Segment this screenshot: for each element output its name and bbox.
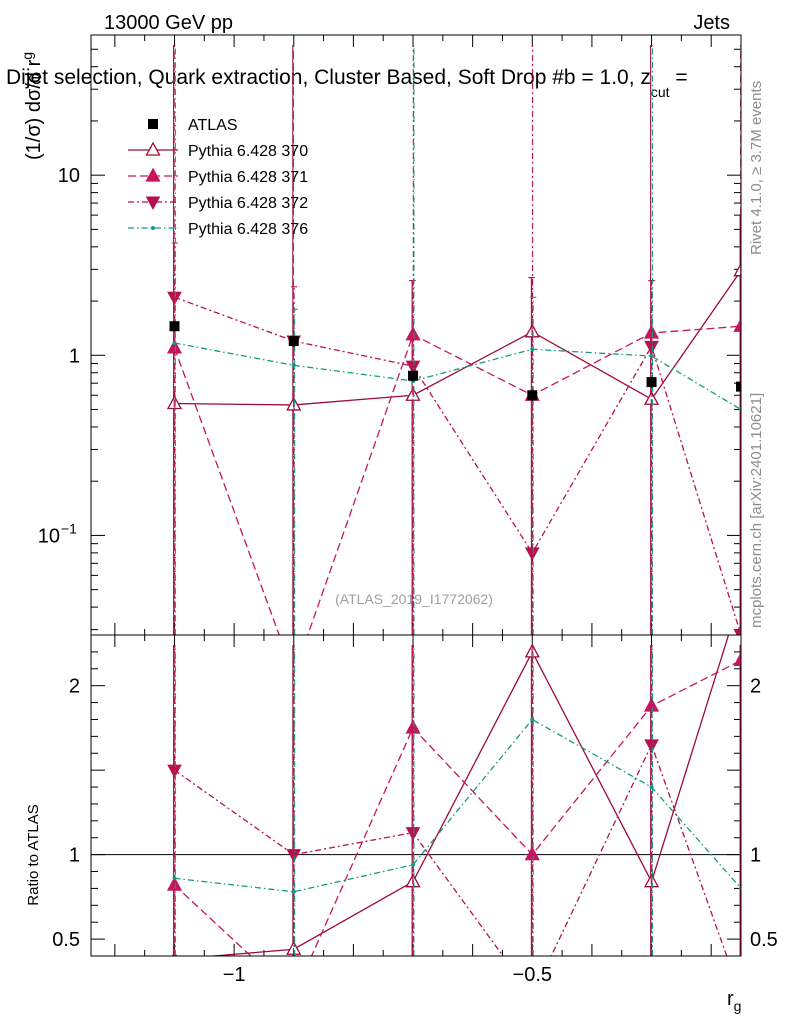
- data-point: [649, 354, 654, 359]
- plot-title-main: Dijet selection, Quark extraction, Clust…: [6, 66, 651, 89]
- y-tick-exponent: −1: [61, 520, 77, 536]
- plot-title: Dijet selection, Quark extraction, Clust…: [6, 66, 688, 100]
- legend-label: Pythia 6.428 370: [188, 143, 308, 160]
- legend-marker: [148, 119, 158, 129]
- category-label: Jets: [693, 12, 730, 34]
- y-tick-label: 1: [69, 345, 80, 367]
- energy-label: 13000 GeV pp: [104, 12, 233, 34]
- ratio-point: [172, 876, 177, 881]
- ratio-point: [733, 651, 741, 666]
- series-line: [174, 296, 741, 635]
- ratio-series-line: [174, 743, 728, 956]
- series-line: [174, 342, 741, 411]
- ratio-point: [286, 849, 302, 863]
- data-point: [167, 291, 182, 306]
- data-point: [733, 317, 741, 332]
- data-point: [291, 363, 296, 368]
- ratio-tick-label-right: 2: [750, 676, 761, 698]
- ratio-point: [530, 717, 535, 722]
- ratio-point: [291, 889, 296, 894]
- legend-marker: [145, 196, 161, 211]
- ratio-tick-label: 1: [69, 845, 80, 867]
- ratio-series-line: [174, 718, 741, 893]
- ratio-point: [411, 862, 416, 867]
- data-point: [524, 547, 540, 561]
- legend-label: Pythia 6.428 371: [188, 169, 308, 186]
- x-tick-label: −1: [223, 964, 246, 986]
- ratio-tick-label-right: 0.5: [750, 929, 778, 951]
- reference-point: [408, 370, 419, 381]
- data-point: [733, 262, 741, 277]
- legend: ATLAS Pythia 6.428 370 Pythia 6.428 371 Pyt…: [128, 117, 308, 238]
- ratio-point: [644, 739, 659, 753]
- legend-label: Pythia 6.428 372: [188, 195, 308, 212]
- mcplots-note: mcplots.cern.ch [arXiv:2401.10621]: [748, 393, 765, 628]
- ratio-axis-label: Ratio to ATLAS: [25, 804, 42, 905]
- series-line: [173, 325, 741, 635]
- ratio-frame: [90, 634, 742, 957]
- ratio-plot-area: [166, 635, 741, 956]
- y-tick-label: 10: [58, 165, 80, 187]
- ratio-series-line: [206, 635, 730, 956]
- x-axis-label: rg: [727, 988, 741, 1014]
- series-line: [174, 270, 741, 406]
- x-axis-label-main: r: [727, 988, 734, 1010]
- ratio-tick-label-right: 1: [750, 845, 761, 867]
- ratio-point: [643, 697, 660, 712]
- rivet-note: Rivet 4.1.0, ≥ 3.7M events: [748, 81, 765, 255]
- data-point: [530, 347, 535, 352]
- ratio-point: [649, 785, 654, 790]
- legend-marker: [145, 141, 161, 156]
- data-point: [733, 629, 741, 635]
- y-axis-label-sub: g: [19, 52, 35, 60]
- ratio-point: [405, 827, 421, 841]
- ratio-tick-label: 0.5: [52, 929, 80, 951]
- reference-point: [646, 377, 657, 388]
- ratio-point: [167, 764, 182, 779]
- legend-label: Pythia 6.428 376: [188, 221, 308, 238]
- ratio-series-line: [174, 659, 741, 956]
- y-tick-label: 10: [38, 525, 60, 547]
- x-axis-label-sub: g: [734, 998, 742, 1014]
- x-tick-label: −0.5: [513, 964, 552, 986]
- legend-label: ATLAS: [188, 117, 238, 134]
- y-axis-label-main: (1/σ) dσ/d r: [23, 59, 45, 160]
- reference-point: [736, 381, 741, 392]
- reference-point: [527, 390, 538, 401]
- ratio-tick-label: 2: [69, 676, 80, 698]
- data-point: [405, 360, 421, 375]
- data-point: [644, 340, 659, 355]
- data-point: [172, 341, 177, 346]
- plot-title-sub: cut: [651, 84, 670, 100]
- reference-point: [169, 321, 180, 332]
- legend-marker: [145, 167, 161, 182]
- legend-marker: [151, 226, 155, 230]
- reference-point: [288, 336, 299, 347]
- y-axis-label: (1/σ) dσ/d rg: [19, 52, 45, 160]
- plot-title-end: =: [670, 66, 688, 89]
